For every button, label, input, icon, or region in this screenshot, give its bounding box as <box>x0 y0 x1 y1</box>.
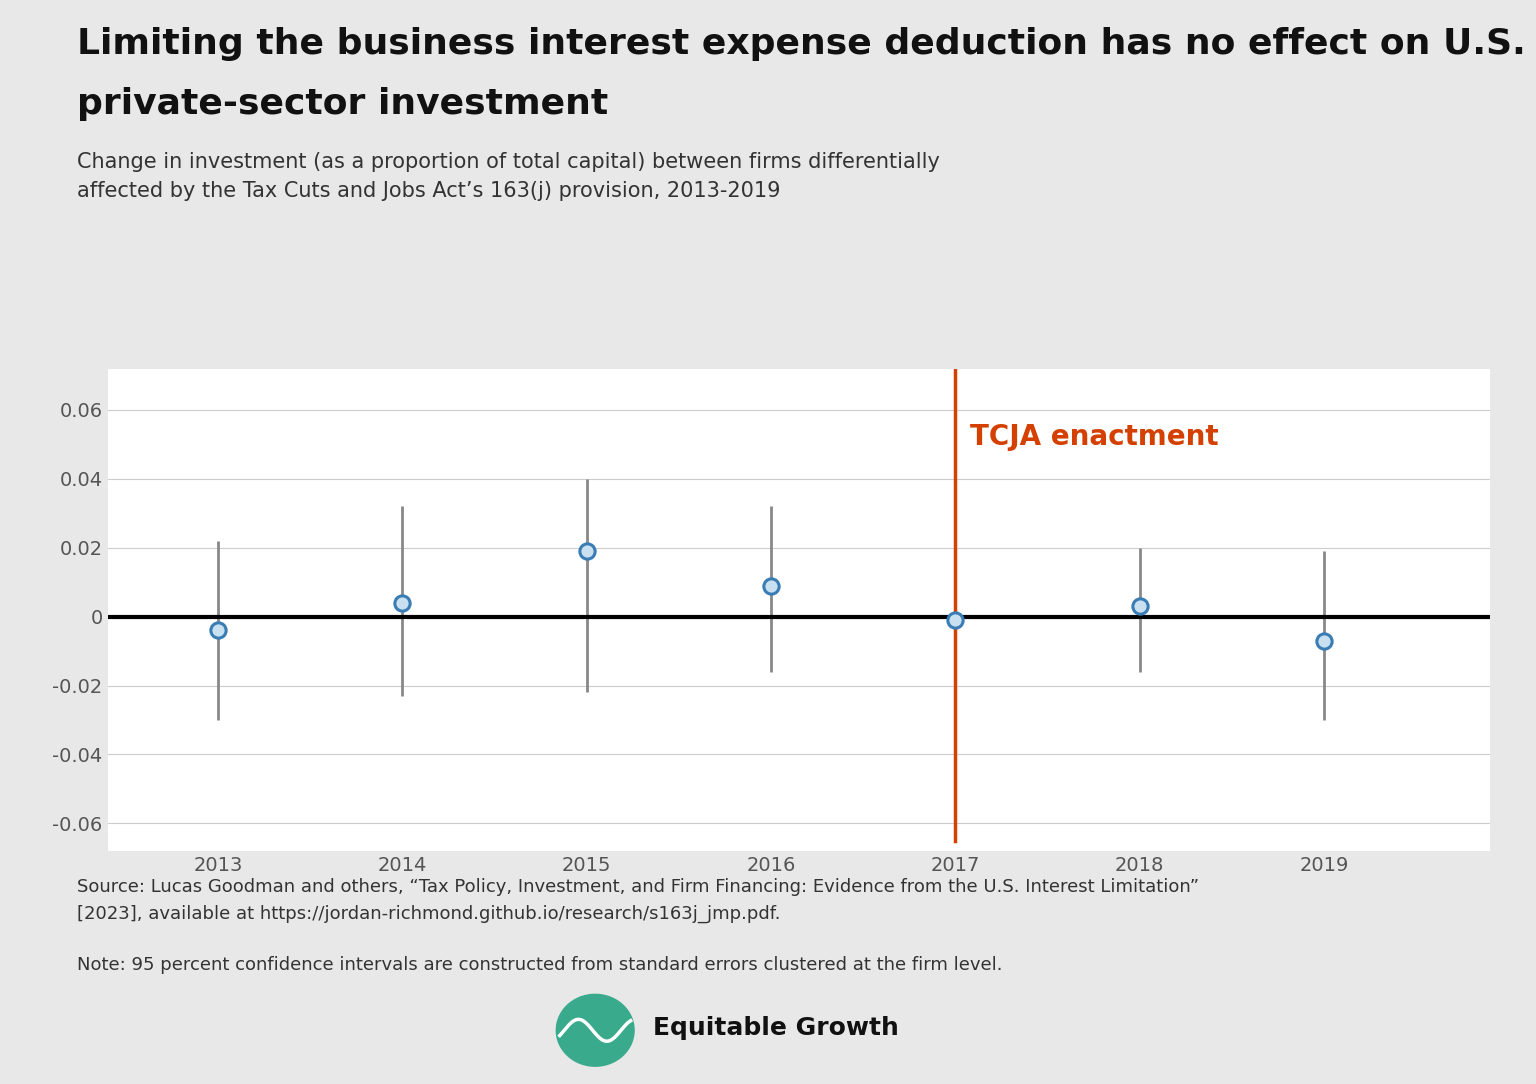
Text: [2023], available at https://jordan-richmond.github.io/research/s163j_jmp.pdf.: [2023], available at https://jordan-rich… <box>77 905 780 924</box>
Text: Change in investment (as a proportion of total capital) between firms differenti: Change in investment (as a proportion of… <box>77 152 940 171</box>
Text: Note: 95 percent confidence intervals are constructed from standard errors clust: Note: 95 percent confidence intervals ar… <box>77 956 1003 975</box>
Text: private-sector investment: private-sector investment <box>77 87 608 120</box>
Text: affected by the Tax Cuts and Jobs Act’s 163(j) provision, 2013-2019: affected by the Tax Cuts and Jobs Act’s … <box>77 181 780 201</box>
Text: TCJA enactment: TCJA enactment <box>971 424 1218 451</box>
Polygon shape <box>556 994 634 1067</box>
Text: Equitable Growth: Equitable Growth <box>653 1016 899 1040</box>
Text: Source: Lucas Goodman and others, “Tax Policy, Investment, and Firm Financing: E: Source: Lucas Goodman and others, “Tax P… <box>77 878 1200 896</box>
Text: Limiting the business interest expense deduction has no effect on U.S.: Limiting the business interest expense d… <box>77 27 1525 61</box>
